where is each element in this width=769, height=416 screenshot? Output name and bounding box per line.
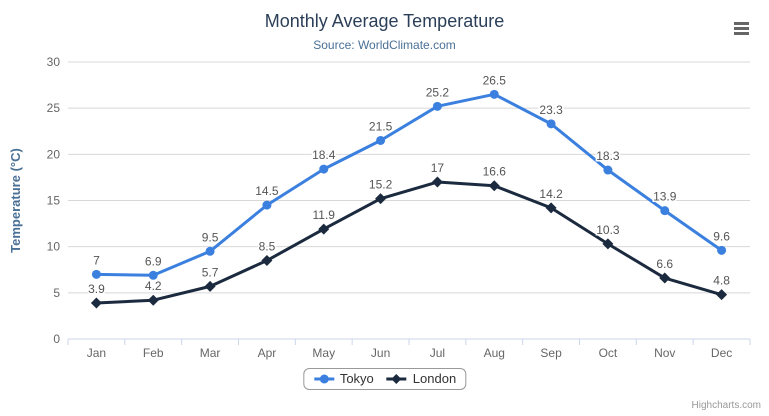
legend-box: Tokyo London bbox=[302, 368, 467, 390]
data-label-london: 4.2 bbox=[145, 279, 162, 293]
y-axis-tick-label: 15 bbox=[47, 194, 61, 208]
x-axis-tick-label: May bbox=[312, 346, 335, 360]
data-point-london[interactable] bbox=[431, 176, 443, 188]
x-axis-tick-label: Jan bbox=[87, 346, 106, 360]
x-axis-tick-label: Feb bbox=[143, 346, 164, 360]
data-label-london: 4.8 bbox=[713, 274, 730, 288]
data-label-london: 11.9 bbox=[313, 208, 336, 222]
chart-subtitle: Source: WorldClimate.com bbox=[313, 38, 456, 52]
data-label-tokyo: 26.5 bbox=[483, 73, 507, 87]
data-point-tokyo[interactable] bbox=[660, 206, 670, 216]
data-point-london[interactable] bbox=[545, 202, 557, 214]
data-label-tokyo: 23.3 bbox=[539, 103, 563, 117]
data-label-london: 3.9 bbox=[88, 282, 105, 296]
data-label-london: 5.7 bbox=[202, 265, 219, 279]
data-label-london: 15.2 bbox=[369, 178, 393, 192]
x-axis-tick-label: Sep bbox=[540, 346, 562, 360]
data-label-tokyo: 7 bbox=[93, 253, 100, 267]
data-point-tokyo[interactable] bbox=[603, 165, 613, 175]
data-point-tokyo[interactable] bbox=[432, 101, 442, 111]
data-label-tokyo: 9.6 bbox=[713, 229, 730, 243]
chart-title: Monthly Average Temperature bbox=[264, 11, 505, 31]
data-point-london[interactable] bbox=[261, 255, 273, 267]
hamburger-bar bbox=[734, 27, 749, 30]
y-axis-tick-label: 30 bbox=[47, 55, 61, 69]
data-point-london[interactable] bbox=[659, 272, 671, 284]
x-axis-tick-label: Apr bbox=[258, 346, 277, 360]
data-point-london[interactable] bbox=[602, 238, 614, 250]
data-point-london[interactable] bbox=[318, 223, 330, 235]
data-point-london[interactable] bbox=[90, 297, 102, 309]
x-axis-tick-label: Dec bbox=[711, 346, 732, 360]
y-axis-tick-label: 5 bbox=[53, 286, 60, 300]
x-axis-tick-label: Jun bbox=[371, 346, 390, 360]
x-axis-tick-label: Mar bbox=[200, 346, 221, 360]
y-axis-tick-label: 0 bbox=[53, 332, 60, 346]
data-label-tokyo: 18.3 bbox=[596, 149, 620, 163]
legend-label-london: London bbox=[412, 371, 457, 386]
data-point-london[interactable] bbox=[204, 280, 216, 292]
data-point-tokyo[interactable] bbox=[717, 245, 727, 255]
data-label-tokyo: 18.4 bbox=[312, 148, 336, 162]
data-label-tokyo: 6.9 bbox=[145, 254, 162, 268]
data-label-london: 14.2 bbox=[539, 187, 563, 201]
data-point-tokyo[interactable] bbox=[205, 246, 215, 256]
data-point-tokyo[interactable] bbox=[489, 89, 499, 99]
x-axis-tick-label: Jul bbox=[430, 346, 445, 360]
hamburger-bar bbox=[734, 22, 749, 25]
hamburger-menu-icon[interactable] bbox=[734, 22, 749, 35]
legend-marker-london-icon bbox=[386, 373, 407, 384]
y-axis-tick-label: 20 bbox=[47, 147, 61, 161]
data-point-london[interactable] bbox=[716, 289, 728, 301]
data-label-london: 16.6 bbox=[483, 165, 507, 179]
data-point-tokyo[interactable] bbox=[148, 270, 158, 280]
data-label-london: 17 bbox=[431, 161, 445, 175]
x-axis-tick-label: Aug bbox=[484, 346, 505, 360]
hamburger-bar bbox=[734, 32, 749, 35]
data-label-london: 6.6 bbox=[656, 257, 673, 271]
series-line-tokyo bbox=[94, 92, 724, 277]
highcharts-credits[interactable]: Highcharts.com bbox=[691, 400, 761, 411]
data-point-tokyo[interactable] bbox=[319, 164, 329, 174]
y-axis-tick-label: 10 bbox=[47, 240, 61, 254]
data-label-tokyo: 25.2 bbox=[426, 85, 450, 99]
data-label-london: 10.3 bbox=[596, 223, 620, 237]
data-label-tokyo: 9.5 bbox=[202, 230, 219, 244]
data-point-tokyo[interactable] bbox=[91, 269, 101, 279]
data-point-tokyo[interactable] bbox=[376, 135, 386, 145]
x-axis-tick-label: Oct bbox=[599, 346, 618, 360]
series-line-london bbox=[94, 180, 724, 305]
data-point-tokyo[interactable] bbox=[262, 200, 272, 210]
legend-label-tokyo: Tokyo bbox=[339, 371, 374, 386]
x-axis-tick-label: Nov bbox=[654, 346, 675, 360]
legend-marker-tokyo-icon bbox=[313, 374, 334, 383]
data-label-tokyo: 21.5 bbox=[369, 119, 393, 133]
data-label-london: 8.5 bbox=[259, 240, 276, 254]
data-label-tokyo: 13.9 bbox=[653, 190, 677, 204]
legend-item-london[interactable]: London bbox=[386, 371, 456, 386]
legend-item-tokyo[interactable]: Tokyo bbox=[313, 371, 374, 386]
data-label-tokyo: 14.5 bbox=[255, 184, 279, 198]
y-axis-title: Temperature (°C) bbox=[8, 148, 23, 253]
y-axis-tick-label: 25 bbox=[47, 101, 61, 115]
data-point-london[interactable] bbox=[147, 294, 159, 306]
data-point-london[interactable] bbox=[488, 180, 500, 192]
data-point-tokyo[interactable] bbox=[546, 119, 556, 129]
data-point-london[interactable] bbox=[375, 193, 387, 205]
